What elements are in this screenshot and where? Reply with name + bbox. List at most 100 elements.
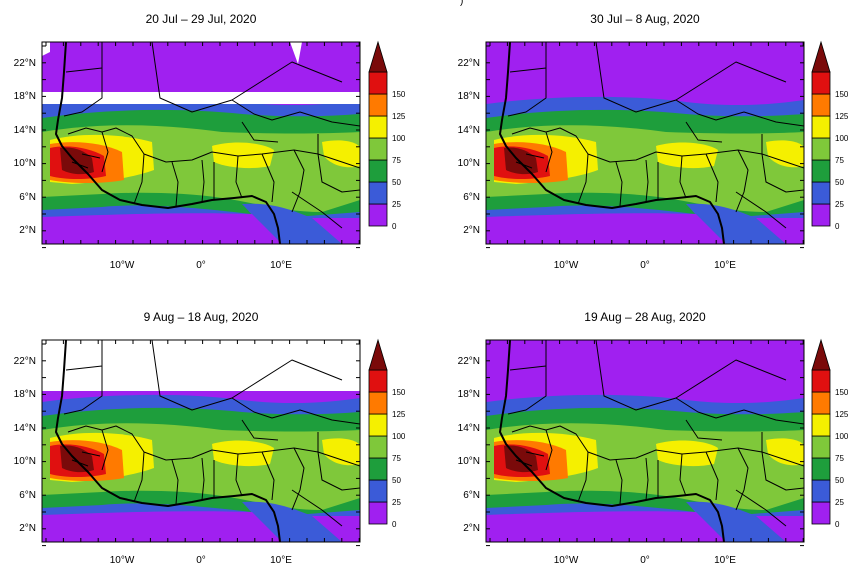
colorbar-tick-label: 25 <box>392 200 401 209</box>
colorbar-tick-label: 75 <box>392 156 401 165</box>
map-frame <box>41 339 361 543</box>
colorbar-segment <box>811 413 831 437</box>
colorbar-tick-label: 125 <box>835 410 849 419</box>
lon-labels: 10°W 0° 10°E <box>110 260 293 271</box>
colorbar-segment <box>811 369 831 393</box>
lat-labels: 22°N 18°N 14°N 10°N 6°N 2°N <box>458 58 480 236</box>
lon-label: 0° <box>640 260 650 271</box>
colorbar-segment <box>811 479 831 503</box>
lon-label: 10°W <box>554 555 579 566</box>
lat-label: 14°N <box>458 423 480 434</box>
axis-ticks <box>42 340 360 547</box>
map-frame <box>485 339 805 543</box>
colorbar: 0 25 50 75 100 125 150 <box>811 338 849 529</box>
lon-label: 10°E <box>714 555 736 566</box>
missing-data-region <box>42 340 360 391</box>
lat-label: 14°N <box>14 423 36 434</box>
lat-labels: 22°N 18°N 14°N 10°N 6°N 2°N <box>458 356 480 534</box>
lat-label: 6°N <box>463 490 480 501</box>
panel-1: 20 Jul – 29 Jul, 2020 22°N 18°N 14°N 10°… <box>14 12 361 271</box>
lat-label: 18°N <box>14 91 36 102</box>
colorbar: 0 25 50 75 100 125 150 <box>368 40 406 231</box>
lat-label: 2°N <box>19 225 36 236</box>
lat-label: 2°N <box>19 523 36 534</box>
lon-label: 0° <box>196 555 206 566</box>
colorbar-tick-label: 50 <box>835 178 844 187</box>
lat-label: 22°N <box>458 356 480 367</box>
panel-2: 30 Jul – 8 Aug, 2020 22°N 18°N 14°N 10°N… <box>458 12 805 271</box>
lat-label: 10°N <box>458 158 480 169</box>
colorbar-segment <box>811 159 831 183</box>
lat-labels: 22°N 18°N 14°N 10°N 6°N 2°N <box>14 356 36 534</box>
lon-label: 10°W <box>110 555 135 566</box>
lon-label: 0° <box>196 260 206 271</box>
lon-labels: 10°W 0° 10°E <box>110 555 293 566</box>
colorbar-segment <box>368 93 388 117</box>
colorbar-tick-label: 75 <box>835 156 844 165</box>
colorbar-segment <box>368 181 388 205</box>
lon-label: 10°W <box>554 260 579 271</box>
lat-label: 22°N <box>14 356 36 367</box>
lat-label: 10°N <box>14 456 36 467</box>
lat-labels: 22°N 18°N 14°N 10°N 6°N 2°N <box>14 58 36 236</box>
colorbar-tick-label: 50 <box>835 476 844 485</box>
colorbar-tick-label: 0 <box>835 520 840 529</box>
colorbar-segment <box>368 413 388 437</box>
map-field <box>486 340 804 542</box>
lat-label: 14°N <box>14 125 36 136</box>
colorbar-segment <box>368 203 388 227</box>
colorbar-tick-label: 25 <box>392 498 401 507</box>
colorbar-segment <box>811 71 831 95</box>
panel-title: 19 Aug – 28 Aug, 2020 <box>584 310 706 324</box>
lat-label: 6°N <box>19 490 36 501</box>
lat-label: 6°N <box>463 192 480 203</box>
panel-title: 30 Jul – 8 Aug, 2020 <box>590 12 700 26</box>
colorbar: 0 25 50 75 100 125 150 <box>811 40 849 231</box>
axis-ticks <box>486 42 804 249</box>
colorbar-segment <box>811 457 831 481</box>
colorbar-segment <box>368 435 388 459</box>
map-frame <box>41 41 361 245</box>
map-field <box>42 340 360 542</box>
colorbar-tick-label: 100 <box>835 134 849 143</box>
lat-label: 22°N <box>14 58 36 69</box>
colorbar-segment <box>811 115 831 139</box>
panel-title: 20 Jul – 29 Jul, 2020 <box>146 12 257 26</box>
lat-label: 18°N <box>14 389 36 400</box>
lat-label: 18°N <box>458 91 480 102</box>
colorbar-tick-label: 75 <box>392 454 401 463</box>
colorbar-segment <box>368 115 388 139</box>
colorbar-tick-label: 125 <box>392 410 406 419</box>
colorbar-segment <box>811 203 831 227</box>
colorbar-segment <box>811 93 831 117</box>
colorbar-tick-label: 0 <box>835 222 840 231</box>
colorbar-tick-label: 150 <box>835 90 849 99</box>
axis-ticks <box>42 42 360 249</box>
lat-label: 2°N <box>463 523 480 534</box>
colorbar-segment <box>811 181 831 205</box>
colorbar-segment <box>811 137 831 161</box>
colorbar-overflow-triangle <box>368 338 388 371</box>
colorbar-segment <box>368 501 388 525</box>
colorbar-tick-label: 100 <box>392 432 406 441</box>
colorbar-overflow-triangle <box>811 40 831 73</box>
colorbar-tick-label: 100 <box>835 432 849 441</box>
lat-label: 6°N <box>19 192 36 203</box>
lat-label: 10°N <box>14 158 36 169</box>
colorbar-segment <box>811 501 831 525</box>
colorbar-tick-label: 150 <box>835 388 849 397</box>
panel-4: 19 Aug – 28 Aug, 2020 22°N 18°N 14°N 10°… <box>458 310 805 566</box>
colorbar-segment <box>811 391 831 415</box>
axis-ticks <box>486 340 804 547</box>
colorbar-tick-label: 50 <box>392 476 401 485</box>
colorbar-segment <box>368 457 388 481</box>
colorbar-tick-label: 25 <box>835 200 844 209</box>
colorbar-tick-label: 75 <box>835 454 844 463</box>
colorbar-segment <box>811 435 831 459</box>
map-field <box>42 42 360 244</box>
lon-label: 10°W <box>110 260 135 271</box>
colorbar-tick-label: 50 <box>392 178 401 187</box>
lon-label: 10°E <box>270 260 292 271</box>
lat-label: 14°N <box>458 125 480 136</box>
